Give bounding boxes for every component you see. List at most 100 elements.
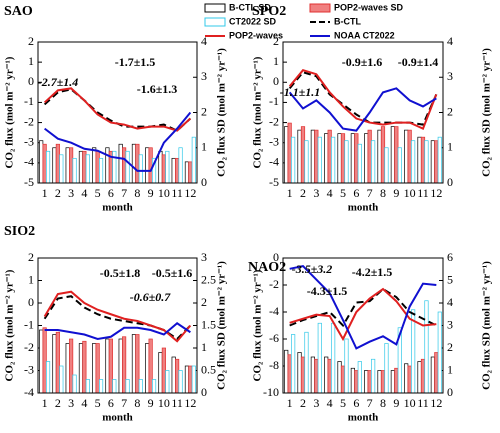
sd-bar — [407, 365, 412, 394]
sd-bar — [72, 157, 77, 184]
x-axis-label: month — [348, 412, 379, 424]
sd-bar — [42, 327, 47, 394]
sd-bar — [297, 352, 302, 394]
x-tick-label: 7 — [121, 186, 127, 200]
flux-line — [289, 265, 437, 350]
flux-line — [289, 287, 437, 342]
x-tick-label: 3 — [313, 396, 319, 410]
sd-bar — [85, 379, 90, 394]
sd-bar — [390, 126, 395, 184]
annotation: -0.6±0.7 — [130, 290, 172, 304]
sd-bar — [45, 150, 51, 184]
sd-bar — [171, 157, 176, 184]
legend-swatch — [204, 3, 226, 13]
sd-bar — [380, 126, 386, 184]
x-tick-label: 4 — [327, 186, 333, 200]
y-tick-label: 1 — [273, 54, 279, 68]
annotation: -2.7±1.4 — [38, 75, 79, 89]
sd-bar — [151, 379, 157, 394]
sd-bar — [331, 136, 336, 184]
sd-bar — [291, 136, 296, 184]
sd-bar — [357, 361, 362, 394]
sd-bar — [404, 363, 409, 394]
sd-bar — [340, 365, 346, 394]
sd-bar — [105, 147, 110, 184]
sd-bar — [158, 150, 163, 184]
x-tick-label: 9 — [148, 396, 154, 410]
sd-bar — [417, 361, 422, 394]
flux-line — [289, 287, 437, 328]
y-tick-label: -4 — [24, 155, 34, 169]
annotation: -0.5±1.8 — [100, 266, 141, 280]
y-tick-label: 0 — [273, 250, 279, 264]
sd-bar — [430, 356, 435, 394]
sd-bar — [424, 140, 429, 184]
sd-bar — [337, 361, 342, 394]
sd-bar — [145, 147, 150, 184]
x-tick-label: 1 — [42, 186, 48, 200]
sd-bar — [377, 129, 382, 184]
sd-bar — [420, 358, 426, 394]
x-tick-label: 5 — [340, 186, 346, 200]
y-tick-label: -5 — [269, 175, 279, 189]
y-tick-label: 0 — [273, 74, 279, 88]
sd-bar — [331, 322, 336, 394]
sd-bar — [394, 126, 399, 184]
annotation: -1.7±1.5 — [115, 55, 156, 69]
flux-line — [288, 69, 438, 130]
x-tick-label: 9 — [393, 186, 399, 200]
x-tick-label: 4 — [81, 186, 87, 200]
x-tick-label: 12 — [430, 186, 442, 200]
sd-bar — [367, 129, 372, 184]
x-tick-label: 10 — [404, 396, 416, 410]
y2-tick-label: 0 — [447, 385, 453, 399]
sd-bar — [354, 370, 359, 394]
sd-bar — [118, 338, 123, 394]
y2-tick-label: 4 — [447, 295, 453, 309]
sd-bar — [434, 352, 439, 394]
sd-bar — [188, 161, 193, 184]
annotation: -0.9±1.6 — [342, 55, 383, 69]
sd-bar — [148, 338, 153, 394]
panel-title: SIO2 — [4, 224, 35, 239]
y2-tick-label: 1 — [447, 362, 453, 376]
sd-bar — [188, 365, 193, 394]
y2-tick-label: 3 — [447, 317, 453, 331]
y-tick-label: -5 — [24, 175, 34, 189]
sd-bar — [324, 133, 329, 184]
y-tick-label: -3 — [24, 362, 34, 376]
x-tick-label: 9 — [393, 396, 399, 410]
y2-tick-label: 0.5 — [201, 362, 216, 376]
x-tick-label: 5 — [95, 186, 101, 200]
x-tick-label: 2 — [55, 396, 61, 410]
y2-tick-label: 4 — [201, 34, 207, 48]
legend-swatch — [309, 3, 331, 13]
sd-bar — [437, 311, 442, 394]
sd-bar — [158, 352, 163, 394]
y-tick-label: 0 — [28, 74, 34, 88]
sd-bar — [437, 136, 442, 184]
panel-title: SPO2 — [252, 4, 286, 19]
flux-line — [43, 295, 192, 341]
sd-bar — [178, 147, 183, 184]
plot-frame — [37, 41, 198, 184]
plot-frame — [282, 257, 444, 394]
annotation: -0.9±1.4 — [398, 55, 439, 69]
y2-tick-label: 6 — [447, 250, 453, 264]
x-tick-label: 6 — [108, 396, 114, 410]
sd-bar — [55, 331, 60, 394]
sd-bar — [377, 370, 382, 394]
sd-bar — [92, 343, 97, 394]
x-tick-label: 6 — [353, 396, 359, 410]
x-tick-label: 4 — [81, 396, 87, 410]
y-tick-label: -2 — [269, 114, 279, 128]
y-tick-label: 2 — [28, 250, 34, 264]
x-tick-label: 2 — [300, 396, 306, 410]
sd-bar — [165, 370, 170, 394]
sd-bar — [148, 147, 153, 184]
y2-tick-label: 3 — [447, 69, 453, 83]
sd-bar — [145, 343, 150, 394]
sd-bar — [297, 129, 302, 184]
x-tick-label: 7 — [367, 186, 373, 200]
legend-label: B-CTL SD — [229, 2, 271, 12]
